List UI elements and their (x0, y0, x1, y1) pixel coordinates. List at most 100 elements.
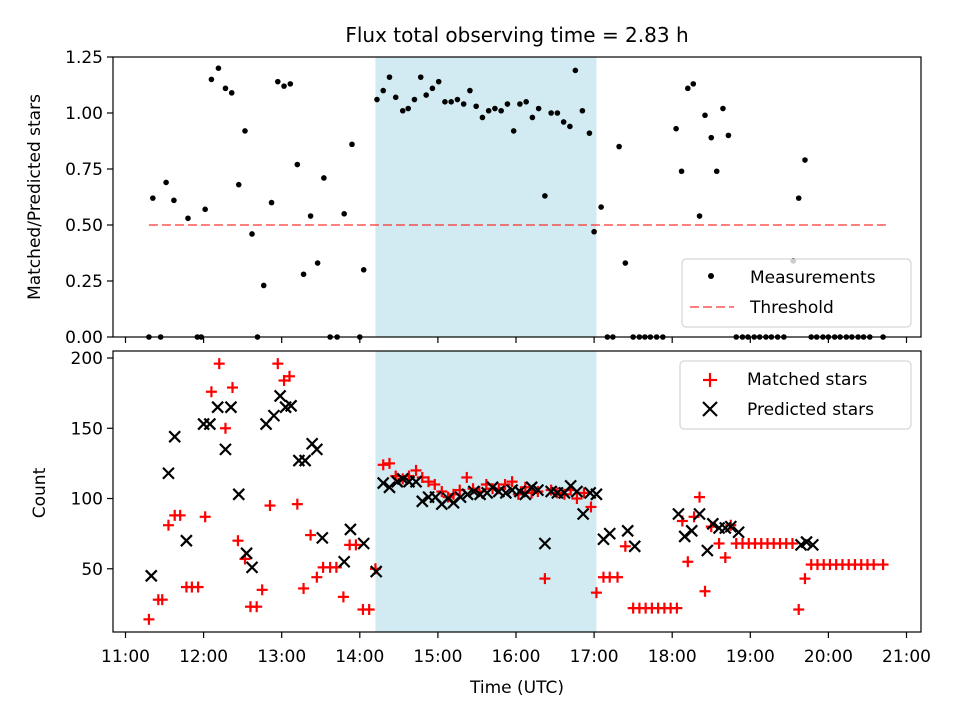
measurement-point (517, 101, 523, 107)
top-y-axis-label: Matched/Predicted stars (25, 94, 45, 300)
bottom-legend-frame (679, 360, 912, 430)
predicted-star-point (693, 507, 706, 521)
count-points (143, 358, 889, 625)
matched-star-point (272, 358, 284, 370)
legend-matched-label: Matched stars (747, 370, 867, 390)
measurement-point (208, 76, 215, 83)
top-y-tick-label: 0.25 (65, 272, 103, 292)
measurement-point (685, 85, 691, 92)
measurement-point (249, 231, 255, 237)
measurement-point (392, 94, 399, 101)
measurement-point (274, 78, 281, 85)
measurement-point (405, 105, 412, 112)
matched-star-point (192, 581, 204, 593)
matched-star-point (174, 509, 186, 521)
predicted-star-point (409, 475, 423, 488)
matched-star-point (694, 491, 706, 503)
measurement-point (579, 107, 586, 114)
top-x-ticks (124, 337, 908, 343)
measurement-point (242, 128, 248, 134)
matched-star-point (377, 459, 389, 471)
measurement-point (287, 81, 294, 87)
measurement-point (417, 74, 424, 80)
measurement-point (535, 105, 542, 112)
measurement-point (542, 193, 548, 199)
measurement-point (713, 168, 720, 175)
matched-star-point (699, 585, 711, 597)
measurement-point (460, 101, 467, 107)
matched-star-point (311, 571, 323, 583)
measurement-point (281, 83, 287, 89)
measurement-point (560, 119, 567, 125)
predicted-star-point (162, 466, 175, 480)
matched-star-point (284, 370, 296, 382)
measurement-point (185, 215, 191, 222)
predicted-star-point (685, 524, 699, 538)
bottom-x-tick-label: 20:00 (804, 647, 853, 667)
measurement-point (435, 78, 442, 85)
measurement-point (380, 87, 387, 94)
predicted-star-point (628, 540, 641, 553)
top-legend: Measurements Threshold (681, 258, 912, 328)
predicted-star-point (211, 400, 224, 414)
predicted-star-point (344, 523, 357, 536)
predicted-star-point (701, 544, 714, 557)
predicted-star-point (240, 547, 253, 560)
measurement-point (399, 107, 406, 114)
matched-star-point (578, 487, 590, 499)
matched-star-point (383, 457, 395, 469)
predicted-star-point (576, 507, 590, 521)
measurement-point (567, 123, 573, 130)
predicted-star-point (396, 472, 410, 486)
bottom-y-axis: 50 100 150 200 (71, 349, 113, 580)
measurement-point (374, 96, 380, 103)
matched-star-point (682, 556, 694, 568)
matched-star-point (162, 519, 174, 531)
measurement-point (260, 282, 267, 289)
matched-star-point (305, 529, 317, 541)
bottom-x-tick-label: 12:00 (179, 647, 228, 667)
legend-matched-marker (703, 373, 717, 387)
measurement-point (725, 132, 732, 139)
measurement-point (454, 96, 461, 103)
predicted-star-point (570, 485, 584, 498)
top-plot-frame (112, 56, 922, 338)
measurement-point (235, 181, 242, 188)
top-y-tick-label: 0.75 (65, 160, 103, 180)
measurement-point (479, 114, 486, 121)
matched-star-point (436, 486, 448, 497)
predicted-star-point (724, 520, 738, 533)
measurement-point (708, 134, 715, 141)
matched-star-point (713, 537, 725, 549)
measurement-point (586, 130, 593, 136)
predicted-star-point (454, 490, 467, 504)
measurement-point (678, 168, 685, 175)
top-y-tick-label: 1.25 (65, 48, 103, 68)
measurement-point (720, 105, 726, 112)
measurement-point (690, 81, 697, 87)
measurement-point (228, 90, 235, 96)
predicted-star-point (732, 525, 745, 539)
measurement-point (215, 65, 222, 71)
measurement-point (171, 197, 177, 204)
matched-star-point (461, 471, 473, 483)
bottom-x-tick-label: 11:00 (101, 647, 150, 667)
top-y-tick-label: 0.50 (65, 216, 103, 236)
matched-star-point (232, 535, 244, 547)
predicted-star-point (298, 454, 312, 467)
matched-star-point (719, 552, 731, 564)
measurement-point (386, 74, 393, 80)
measurement-point (360, 267, 367, 273)
predicted-star-point (273, 389, 287, 403)
bottom-x-tick-label: 17:00 (570, 647, 619, 667)
measurement-point (163, 179, 169, 186)
top-y-tick-label: 0.00 (65, 328, 103, 348)
top-legend-frame (681, 258, 912, 328)
matched-star-point (143, 613, 155, 625)
predicted-star-point (232, 488, 246, 501)
matched-star-point (410, 464, 422, 476)
matched-star-point (799, 573, 811, 585)
predicted-star-point (538, 537, 552, 550)
bottom-x-tick-label: 13:00 (257, 647, 306, 667)
matched-star-point (219, 422, 231, 434)
